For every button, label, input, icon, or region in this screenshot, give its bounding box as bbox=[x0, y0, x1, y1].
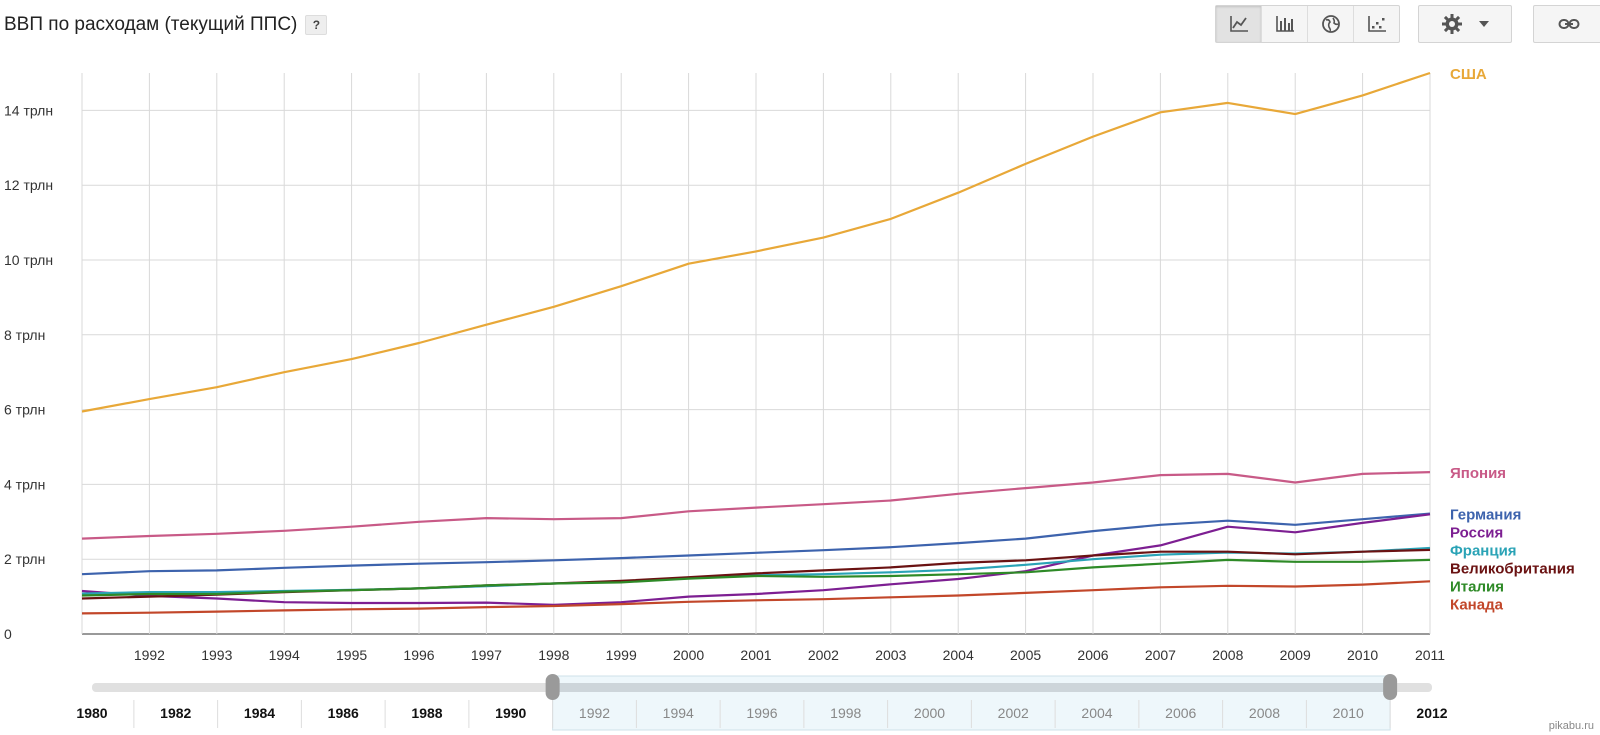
y-tick-label: 12 трлн bbox=[4, 177, 53, 193]
chart-type-toolbar bbox=[1215, 5, 1400, 43]
range-tick-label: 1990 bbox=[495, 705, 526, 721]
line-chart-icon bbox=[1229, 16, 1248, 32]
range-tick-label: 2008 bbox=[1249, 705, 1280, 721]
x-tick-label: 1999 bbox=[606, 647, 637, 663]
series-line-1[interactable] bbox=[81, 471, 1431, 540]
y-tick-label: 8 трлн bbox=[4, 327, 45, 343]
range-tick-label: 1994 bbox=[663, 705, 694, 721]
series-label-1: Япония bbox=[1450, 465, 1506, 482]
watermark: pikabu.ru bbox=[1548, 720, 1594, 732]
range-tick-label: 1980 bbox=[76, 705, 107, 721]
series-label-3: Россия bbox=[1450, 525, 1503, 542]
series-label-0: США bbox=[1450, 66, 1487, 83]
range-tick-label: 2002 bbox=[998, 705, 1029, 721]
range-tick-label: 1998 bbox=[830, 705, 861, 721]
range-tick-label: 2010 bbox=[1333, 705, 1364, 721]
range-tick-label: 2012 bbox=[1416, 705, 1447, 721]
range-tick-label: 1996 bbox=[746, 705, 777, 721]
series-line-6[interactable] bbox=[81, 558, 1431, 597]
range-tick-label: 1988 bbox=[411, 705, 442, 721]
series-line-3[interactable] bbox=[81, 513, 1431, 606]
x-tick-label: 2004 bbox=[943, 647, 974, 663]
map-button[interactable] bbox=[1308, 6, 1354, 42]
range-selection-track bbox=[552, 683, 1391, 692]
page-title: ВВП по расходам (текущий ППС) bbox=[4, 14, 298, 35]
x-tick-label: 1997 bbox=[471, 647, 502, 663]
x-tick-label: 1993 bbox=[201, 647, 232, 663]
x-tick-label: 1995 bbox=[336, 647, 367, 663]
x-tick-label: 2002 bbox=[808, 647, 839, 663]
chevron-down-icon bbox=[1479, 21, 1489, 27]
y-tick-label: 0 bbox=[4, 626, 12, 642]
range-tick-label: 1992 bbox=[579, 705, 610, 721]
gear-icon bbox=[1442, 14, 1462, 34]
x-tick-label: 1994 bbox=[269, 647, 300, 663]
line-chart-button[interactable] bbox=[1216, 6, 1262, 42]
chart-header: ВВП по расходам (текущий ППС) ? bbox=[4, 14, 328, 36]
range-handle-right[interactable] bbox=[1383, 674, 1398, 700]
x-tick-label: 1996 bbox=[403, 647, 434, 663]
series-label-7: Канада bbox=[1450, 597, 1504, 614]
x-tick-label: 2007 bbox=[1145, 647, 1176, 663]
y-tick-label: 4 трлн bbox=[4, 476, 45, 492]
series-label-2: Германия bbox=[1450, 507, 1521, 524]
scatter-chart-button[interactable] bbox=[1354, 6, 1399, 42]
y-tick-label: 2 трлн bbox=[4, 551, 45, 567]
scatter-chart-icon bbox=[1367, 16, 1386, 32]
range-tick-label: 1984 bbox=[244, 705, 275, 721]
range-tick-label: 2000 bbox=[914, 705, 945, 721]
series-label-5: Великобритания bbox=[1450, 561, 1575, 578]
x-tick-label: 2006 bbox=[1077, 647, 1108, 663]
y-tick-label: 14 трлн bbox=[4, 102, 53, 118]
x-tick-label: 2009 bbox=[1280, 647, 1311, 663]
y-tick-label: 6 трлн bbox=[4, 402, 45, 418]
help-button[interactable]: ? bbox=[305, 15, 328, 35]
link-icon bbox=[1558, 19, 1580, 29]
range-tick-label: 1982 bbox=[160, 705, 191, 721]
settings-button[interactable] bbox=[1418, 5, 1512, 43]
x-tick-label: 2000 bbox=[673, 647, 704, 663]
globe-map-icon bbox=[1321, 15, 1340, 33]
series-line-0[interactable] bbox=[81, 71, 1431, 413]
series-label-4: Франция bbox=[1450, 543, 1517, 560]
y-tick-label: 10 трлн bbox=[4, 252, 53, 268]
range-tick-label: 2006 bbox=[1165, 705, 1196, 721]
range-tick-label: 2004 bbox=[1081, 705, 1112, 721]
link-button[interactable] bbox=[1533, 5, 1600, 43]
series-label-6: Италия bbox=[1450, 579, 1504, 596]
x-tick-label: 2008 bbox=[1212, 647, 1243, 663]
x-tick-label: 1992 bbox=[134, 647, 165, 663]
range-handle-left[interactable] bbox=[545, 674, 560, 700]
x-tick-label: 2001 bbox=[740, 647, 771, 663]
range-tick-label: 1986 bbox=[328, 705, 359, 721]
x-tick-label: 2010 bbox=[1347, 647, 1378, 663]
series-line-7[interactable] bbox=[81, 580, 1431, 615]
x-tick-label: 2003 bbox=[875, 647, 906, 663]
bar-chart-button[interactable] bbox=[1262, 6, 1308, 42]
x-tick-label: 2011 bbox=[1415, 647, 1445, 663]
x-tick-label: 2005 bbox=[1010, 647, 1041, 663]
series-line-2[interactable] bbox=[81, 512, 1431, 576]
x-tick-label: 1998 bbox=[538, 647, 569, 663]
bar-chart-icon bbox=[1275, 16, 1294, 32]
